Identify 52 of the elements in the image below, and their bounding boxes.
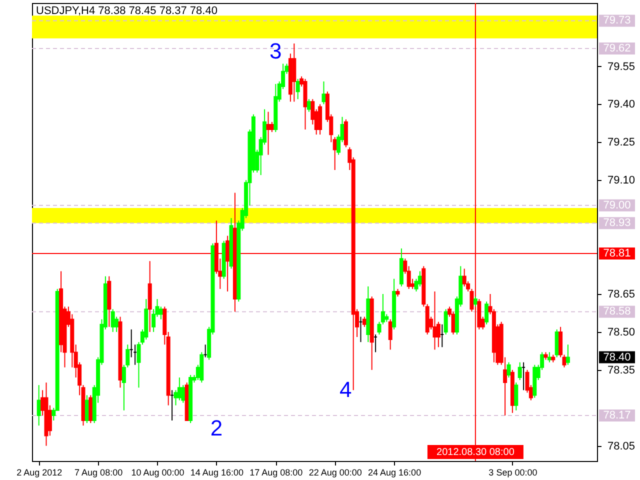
x-tick-label: 14 Aug 16:00	[190, 468, 244, 478]
ref-line-label: 79.62	[603, 42, 631, 55]
annotation: 78.40	[603, 351, 631, 364]
candlestick	[306, 98, 311, 112]
y-tick-label: 78.35	[608, 364, 636, 376]
candlestick	[484, 301, 489, 325]
candlestick	[506, 362, 511, 378]
candlestick	[174, 390, 178, 406]
ref-line-label: 78.17	[603, 409, 631, 422]
ref-line-label: 78.58	[603, 306, 631, 318]
ref-line-label: 79.73	[603, 14, 631, 27]
x-tick-label: 2012.08.30 08:00	[436, 447, 515, 458]
candlestick	[514, 382, 518, 411]
candlestick	[566, 344, 570, 366]
candlestick	[36, 384, 41, 426]
chart-title: USDJPY,H4 78.38 78.45 78.37 78.40	[36, 5, 218, 17]
y-tick-label: 78.65	[608, 288, 636, 300]
ref-line-label: 79.00	[603, 199, 631, 212]
candlestick	[344, 118, 348, 148]
annotation: 3	[270, 38, 282, 64]
ref-line-label: 78.93	[603, 217, 631, 230]
candlestick	[473, 296, 478, 308]
candlestick	[270, 121, 274, 133]
y-tick-label: 78.50	[608, 326, 636, 338]
candlestick	[292, 42, 296, 102]
y-tick-label: 79.55	[608, 60, 636, 73]
candlestick	[110, 308, 115, 332]
annotation: 4	[339, 377, 352, 402]
y-tick-label: 79.25	[608, 136, 636, 149]
x-tick-label: 22 Aug 00:00	[308, 468, 362, 478]
ref-line-label: 78.81	[603, 248, 631, 260]
y-tick-label: 79.10	[608, 174, 636, 187]
candlestick	[296, 78, 300, 100]
candlestick	[518, 362, 522, 381]
x-tick-label: 24 Aug 16:00	[368, 468, 422, 478]
candlestick	[362, 316, 366, 328]
x-tick-label: 7 Aug 08:00	[74, 468, 123, 478]
x-tick-label: 3 Sep 00:00	[488, 468, 538, 478]
x-tick-label: 2 Aug 2012	[16, 468, 62, 478]
x-tick-label: 17 Aug 08:00	[250, 468, 303, 478]
candlestick	[158, 306, 163, 320]
y-tick-label: 78.05	[608, 440, 636, 452]
candlestick	[444, 308, 448, 335]
x-tick-label: 10 Aug 00:00	[131, 468, 184, 478]
candlestick	[88, 394, 93, 424]
candlestick	[226, 235, 230, 292]
y-tick-label: 79.40	[608, 98, 636, 111]
candlestick	[547, 352, 552, 363]
candlestick	[266, 111, 270, 156]
candlestick	[388, 318, 392, 350]
candlestick	[318, 104, 322, 136]
annotation: 2	[210, 415, 223, 440]
